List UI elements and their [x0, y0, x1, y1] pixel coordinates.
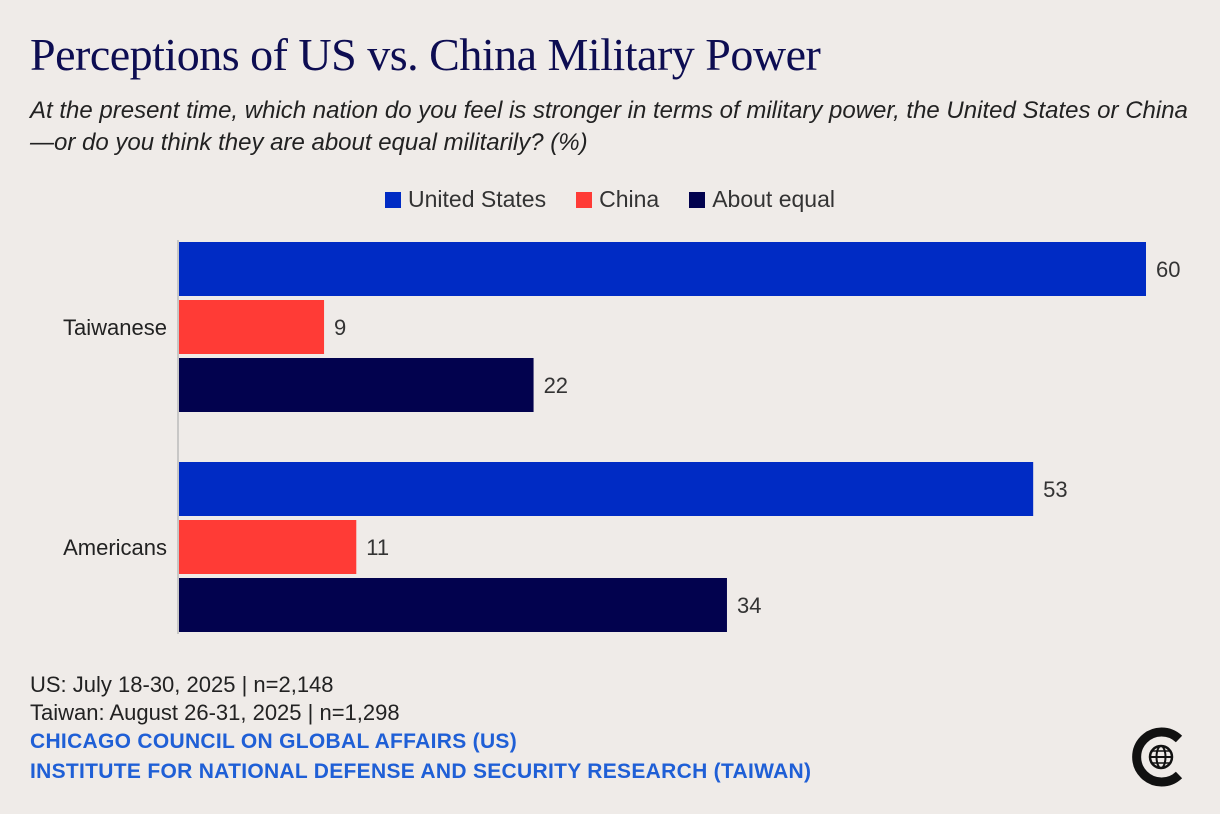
- bar-americans-equal: [179, 578, 727, 632]
- data-label-americans-china: 11: [366, 535, 389, 560]
- legend-label-china: China: [599, 186, 660, 212]
- category-label-taiwanese: Taiwanese: [63, 315, 167, 340]
- us-fieldwork-note: US: July 18-30, 2025 | n=2,148: [30, 672, 334, 697]
- data-label-americans-equal: 34: [737, 593, 761, 618]
- source-indsr: INSTITUTE FOR NATIONAL DEFENSE AND SECUR…: [30, 760, 812, 783]
- bar-americans-us: [179, 462, 1034, 516]
- category-label-americans: Americans: [63, 535, 167, 560]
- legend-label-equal: About equal: [712, 186, 835, 212]
- chart-title: Perceptions of US vs. China Military Pow…: [30, 29, 821, 80]
- data-label-taiwanese-us: 60: [1156, 257, 1180, 282]
- legend-swatch-equal: [689, 191, 706, 208]
- data-label-americans-us: 53: [1043, 477, 1067, 502]
- legend-item-us: United States: [385, 186, 546, 213]
- bar-taiwanese-us: [179, 242, 1146, 296]
- legend-item-china: China: [576, 186, 659, 213]
- bar-americans-china: [179, 520, 357, 574]
- taiwan-fieldwork-note: Taiwan: August 26-31, 2025 | n=1,298: [30, 700, 400, 725]
- data-label-taiwanese-equal: 22: [544, 373, 568, 398]
- legend-swatch-us: [385, 191, 401, 208]
- chicago-council-globe-icon: [1132, 727, 1183, 787]
- legend-label-us: United States: [408, 186, 547, 212]
- bar-taiwanese-equal: [179, 358, 534, 412]
- legend: United States China About equal: [0, 186, 1220, 213]
- data-label-taiwanese-china: 9: [334, 315, 346, 340]
- legend-swatch-china: [576, 191, 593, 208]
- bar-taiwanese-china: [179, 300, 325, 354]
- legend-item-equal: About equal: [689, 186, 835, 213]
- chart-subtitle: At the present time, which nation do you…: [30, 97, 1188, 156]
- source-chicago-council: CHICAGO COUNCIL ON GLOBAL AFFAIRS (US): [30, 730, 518, 753]
